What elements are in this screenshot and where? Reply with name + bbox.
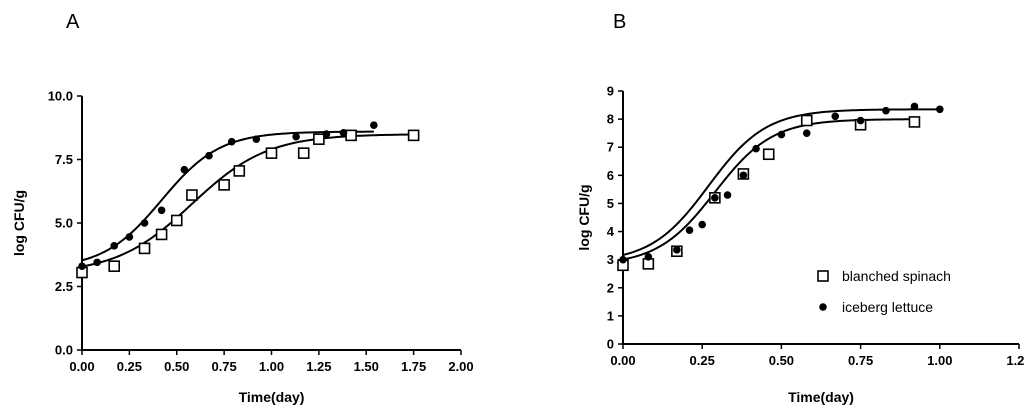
y-tick-label: 5.0 bbox=[55, 216, 73, 231]
data-point-filled-circle bbox=[644, 253, 653, 261]
data-point-filled-circle bbox=[619, 255, 627, 264]
x-tick-label: 0.00 bbox=[610, 353, 635, 368]
data-point-filled-circle bbox=[685, 226, 694, 234]
data-point-filled-circle bbox=[856, 116, 865, 125]
y-axis-title: log CFU/g bbox=[11, 190, 27, 256]
y-tick-label: 9 bbox=[607, 84, 614, 99]
x-tick-label: 1.00 bbox=[259, 359, 284, 374]
data-point-filled-circle bbox=[370, 121, 378, 130]
data-point-filled-circle bbox=[882, 106, 890, 115]
y-tick-label: 3 bbox=[607, 252, 614, 267]
data-point-open-square bbox=[155, 228, 168, 241]
data-point-open-square bbox=[108, 260, 121, 272]
fit-curve-open-square bbox=[81, 133, 414, 268]
x-tick-label: 0.25 bbox=[690, 353, 715, 368]
data-point-filled-circle bbox=[322, 130, 331, 138]
x-tick-label: 1.00 bbox=[927, 353, 952, 368]
x-tick-label: 0.75 bbox=[848, 353, 873, 368]
y-tick-label: 7.5 bbox=[55, 152, 73, 167]
y-tick-label: 1 bbox=[607, 308, 614, 323]
legend-marker-filled-circle bbox=[819, 303, 827, 311]
y-tick-label: 6 bbox=[607, 168, 614, 183]
data-point-open-square bbox=[297, 147, 310, 159]
data-point-filled-circle bbox=[292, 132, 300, 141]
data-point-open-square bbox=[265, 147, 278, 159]
data-point-filled-circle bbox=[205, 151, 213, 160]
data-point-filled-circle bbox=[910, 102, 919, 111]
data-point-open-square bbox=[345, 129, 357, 142]
data-point-open-square bbox=[186, 189, 198, 201]
data-point-filled-circle bbox=[802, 129, 811, 137]
x-tick-label: 0.50 bbox=[164, 359, 189, 374]
data-point-filled-circle bbox=[723, 191, 732, 199]
fit-curve-open-square bbox=[622, 118, 915, 261]
x-tick-label: 1.25 bbox=[306, 359, 331, 374]
x-tick-label: 0.75 bbox=[211, 359, 236, 374]
data-point-open-square bbox=[313, 133, 325, 145]
data-point-filled-circle bbox=[739, 171, 748, 180]
chart-b: 0.00 0.25 0.50 0.75 1.00 1.25 0 1 2 3 4 5 6 7 8 9 Time(d… bbox=[576, 84, 1024, 406]
y-tick-label: 2.5 bbox=[55, 279, 73, 294]
y-tick-label: 10.0 bbox=[48, 89, 73, 104]
data-point-open-square bbox=[762, 148, 775, 161]
x-tick-label: 1.50 bbox=[354, 359, 379, 374]
x-tick-label: 0.50 bbox=[769, 353, 794, 368]
chart-a: 0.00 0.25 0.50 0.75 1.00 1.25 1.50 1.75 2.00 0.0 2… bbox=[11, 89, 474, 406]
data-point-filled-circle bbox=[125, 233, 134, 241]
data-point-open-square bbox=[800, 114, 813, 127]
data-point-filled-circle bbox=[936, 105, 944, 114]
y-tick-label: 2 bbox=[607, 280, 614, 295]
x-axis-title: Time(day) bbox=[788, 389, 854, 405]
legend-marker-open-square bbox=[817, 270, 829, 282]
data-point-filled-circle bbox=[252, 135, 261, 143]
x-axis-title: Time(day) bbox=[239, 389, 305, 405]
x-tick-label: 2.00 bbox=[448, 359, 473, 374]
data-point-filled-circle bbox=[339, 129, 348, 137]
x-tick-label: 1.75 bbox=[401, 359, 426, 374]
panel-label-b: B bbox=[613, 11, 626, 33]
x-tick-label: 1.25 bbox=[1006, 353, 1024, 368]
data-point-filled-circle bbox=[110, 242, 119, 250]
data-point-filled-circle bbox=[673, 246, 681, 254]
legend-label: iceberg lettuce bbox=[842, 299, 933, 315]
data-point-filled-circle bbox=[140, 219, 149, 227]
panel-label-a: A bbox=[66, 11, 80, 33]
fit-curve-filled-circle bbox=[81, 130, 374, 262]
data-point-filled-circle bbox=[157, 206, 166, 215]
data-point-open-square bbox=[908, 116, 921, 128]
data-point-open-square bbox=[407, 129, 420, 142]
x-tick-label: 0.25 bbox=[117, 359, 142, 374]
y-tick-label: 7 bbox=[607, 140, 614, 155]
y-tick-label: 0 bbox=[607, 337, 614, 352]
data-point-filled-circle bbox=[777, 130, 786, 139]
legend-label: blanched spinach bbox=[842, 268, 951, 284]
data-point-open-square bbox=[138, 242, 151, 255]
data-point-filled-circle bbox=[831, 112, 840, 121]
data-point-filled-circle bbox=[711, 194, 719, 202]
y-tick-label: 4 bbox=[607, 224, 615, 239]
x-tick-label: 0.00 bbox=[69, 359, 94, 374]
data-point-open-square bbox=[233, 165, 246, 177]
data-point-filled-circle bbox=[752, 144, 760, 153]
data-point-filled-circle bbox=[227, 137, 236, 146]
data-point-filled-circle bbox=[180, 165, 189, 174]
data-point-filled-circle bbox=[93, 258, 101, 267]
data-point-open-square bbox=[218, 179, 230, 191]
data-point-open-square bbox=[170, 214, 183, 227]
y-tick-label: 0.0 bbox=[55, 343, 73, 358]
y-axis-title: log CFU/g bbox=[576, 184, 592, 250]
data-point-filled-circle bbox=[78, 262, 86, 270]
y-tick-label: 8 bbox=[607, 112, 614, 127]
data-point-filled-circle bbox=[698, 220, 706, 229]
y-tick-label: 5 bbox=[607, 196, 614, 211]
